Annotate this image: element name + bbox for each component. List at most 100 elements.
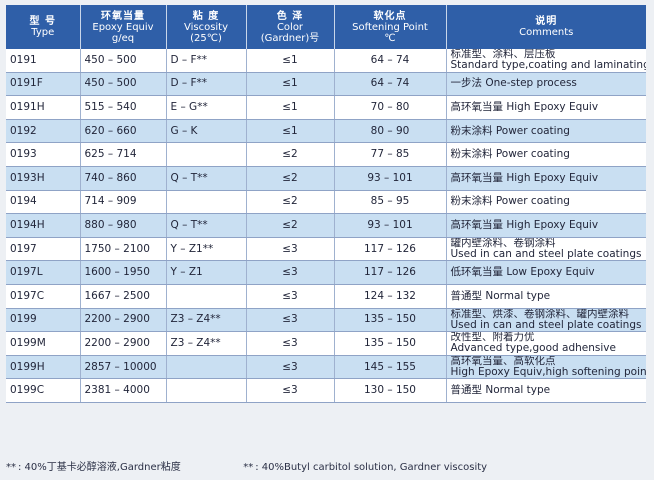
cell-color: ≤3 [246,237,335,262]
cell-comments: 低环氧当量 Low Epoxy Equiv [446,260,646,285]
cell-color: ≤3 [246,284,335,309]
cell-viscosity: Q – T** [166,213,247,238]
table-row: 0191H 515 – 540 E – G** ≤1 70 – 80 高环氧当量 High… [6,95,646,120]
comment-line: 罐内壁涂料、卷钢涂料 [450,237,556,250]
header-viscosity: 粘 度 Viscosity (25℃) [166,5,247,49]
cell-epoxy-equiv: 515 – 540 [80,95,167,120]
cell-softening-point: 70 – 80 [334,95,447,120]
table-row: 0197 1750 – 2100 Y – Z1** ≤3 117 – 126 罐内壁涂料、… [6,237,646,262]
table-row: 0199H 2857 – 10000 ≤3 145 – 155 高环氧当量、高软化点 Hi… [6,355,646,380]
cell-type: 0191F [6,72,81,97]
comment-line: 粉末涂料 Power coating [450,195,570,208]
cell-comments: 高环氧当量、高软化点 High Epoxy Equiv,high softenin… [446,355,646,380]
cell-softening-point: 77 – 85 [334,142,447,167]
cell-color: ≤1 [246,95,335,120]
footnote-mark-cn: ** [6,462,16,473]
comment-line: 普通型 Normal type [450,384,551,397]
cell-softening-point: 117 – 126 [334,260,447,285]
cell-viscosity: Y – Z1** [166,237,247,262]
table-row: 0197C 1667 – 2500 ≤3 124 – 132 普通型 Normal ty… [6,284,646,309]
cell-color: ≤3 [246,378,335,403]
table-row: 0199 2200 – 2900 Z3 – Z4** ≤3 135 – 150 标准型、烘… [6,308,646,333]
cell-color: ≤3 [246,355,335,380]
footnote-mark-en: ** [243,462,254,473]
cell-type: 0199C [6,378,81,403]
cell-type: 0197C [6,284,81,309]
cell-type: 0194H [6,213,81,238]
cell-comments: 普通型 Normal type [446,378,646,403]
comment-line: 标准型、烘漆、卷钢涂料、罐内壁涂料 [450,308,630,320]
cell-epoxy-equiv: 1667 – 2500 [80,284,167,309]
cell-type: 0197L [6,260,81,285]
cell-color: ≤1 [246,72,335,97]
cell-viscosity: Z3 – Z4** [166,331,247,356]
cell-epoxy-equiv: 1600 – 1950 [80,260,167,285]
cell-type: 0193 [6,142,81,167]
comment-line: 一步法 One-step process [450,77,577,90]
cell-color: ≤2 [246,213,335,238]
cell-softening-point: 145 – 155 [334,355,447,380]
table-row: 0192 620 – 660 G – K ≤1 80 – 90 粉末涂料 Power co… [6,119,646,144]
cell-comments: 标准型、涂料、层压板 Standard type,coating and lami… [446,49,647,73]
cell-viscosity [166,378,247,403]
epoxy-spec-table: 型 号 Type 环氧当量 Epoxy Equiv g/eq 粘 度 Visco… [6,5,646,403]
cell-color: ≤3 [246,331,335,356]
comment-line: 高环氧当量 High Epoxy Equiv [450,218,599,231]
cell-epoxy-equiv: 2381 – 4000 [80,378,167,403]
footnote: **: 40%丁基卡必醇溶液,Gardner粘度 **: 40%Butyl ca… [6,458,646,473]
comment-line: 粉末涂料 Power coating [450,124,570,137]
cell-viscosity: D – F** [166,49,247,73]
header-type: 型 号 Type [6,5,81,49]
cell-epoxy-equiv: 2857 – 10000 [80,355,167,380]
cell-type: 0197 [6,237,81,262]
cell-comments: 改性型、附着力优 Advanced type,good adhensive [446,331,646,356]
table-row: 0191F 450 – 500 D – F** ≤1 64 – 74 一步法 One-st… [6,72,646,97]
cell-epoxy-equiv: 625 – 714 [80,142,167,167]
table-row: 0194 714 – 909 ≤2 85 – 95 粉末涂料 Power coating [6,190,646,215]
cell-comments: 粉末涂料 Power coating [446,142,646,167]
comment-line: Advanced type,good adhensive [450,342,616,355]
cell-softening-point: 80 – 90 [334,119,447,144]
cell-epoxy-equiv: 1750 – 2100 [80,237,167,262]
cell-viscosity [166,142,247,167]
comment-line: Standard type,coating and laminating [450,59,647,72]
header-softening-point: 软化点 Softening Point ℃ [334,5,447,49]
cell-type: 0191H [6,95,81,120]
header-epoxy-equiv: 环氧当量 Epoxy Equiv g/eq [80,5,167,49]
comment-line: 标准型、涂料、层压板 [450,49,556,61]
cell-viscosity [166,190,247,215]
header-row: 型 号 Type 环氧当量 Epoxy Equiv g/eq 粘 度 Visco… [6,5,646,49]
cell-type: 0191 [6,49,81,73]
footnote-text-en: : 40%Butyl carbitol solution, Gardner vi… [255,462,488,473]
cell-color: ≤2 [246,190,335,215]
cell-comments: 粉末涂料 Power coating [446,119,646,144]
cell-viscosity [166,284,247,309]
cell-comments: 高环氧当量 High Epoxy Equiv [446,166,646,191]
cell-softening-point: 135 – 150 [334,331,447,356]
comment-line: 低环氧当量 Low Epoxy Equiv [450,266,595,279]
comment-line: 粉末涂料 Power coating [450,148,570,161]
table-row: 0193 625 – 714 ≤2 77 – 85 粉末涂料 Power coating [6,142,646,167]
cell-type: 0199M [6,331,81,356]
cell-color: ≤1 [246,119,335,144]
cell-softening-point: 93 – 101 [334,166,447,191]
table-row: 0197L 1600 – 1950 Y – Z1 ≤3 117 – 126 低环氧当量 L… [6,260,646,285]
comment-line: 改性型、附着力优 [450,331,535,344]
cell-softening-point: 135 – 150 [334,308,447,333]
cell-comments: 高环氧当量 High Epoxy Equiv [446,213,646,238]
table-row: 0193H 740 – 860 Q – T** ≤2 93 – 101 高环氧当量 Hig… [6,166,646,191]
cell-color: ≤2 [246,142,335,167]
cell-type: 0192 [6,119,81,144]
table-row: 0191 450 – 500 D – F** ≤1 64 – 74 标准型、涂料、层压板 S… [6,49,647,73]
cell-softening-point: 130 – 150 [334,378,447,403]
cell-softening-point: 93 – 101 [334,213,447,238]
table-row: 0199M 2200 – 2900 Z3 – Z4** ≤3 135 – 150 改性型、… [6,331,646,356]
cell-softening-point: 117 – 126 [334,237,447,262]
cell-viscosity: D – F** [166,72,247,97]
cell-viscosity: G – K [166,119,247,144]
table-body: 0191 450 – 500 D – F** ≤1 64 – 74 标准型、涂料、层压板 S… [6,49,647,403]
cell-comments: 罐内壁涂料、卷钢涂料 Used in can and steel plate co… [446,237,646,262]
footnote-text-cn: : 40%丁基卡必醇溶液,Gardner粘度 [18,462,181,473]
cell-color: ≤3 [246,260,335,285]
cell-epoxy-equiv: 740 – 860 [80,166,167,191]
